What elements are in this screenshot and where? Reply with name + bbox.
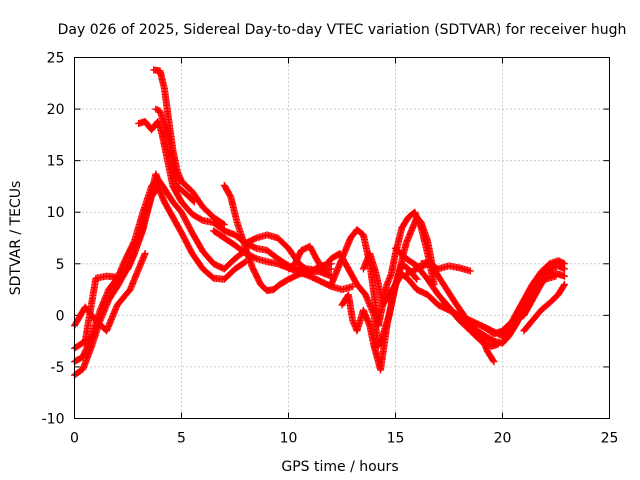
y-tick-label: 0	[56, 308, 65, 324]
series-trace-7	[152, 105, 198, 206]
y-tick-label: -10	[42, 412, 65, 428]
series-trace-3	[71, 170, 164, 352]
series-trace-21	[520, 280, 569, 335]
y-tick-label: 25	[47, 51, 65, 67]
data-point-marker	[241, 259, 249, 267]
grid-lines	[74, 57, 610, 419]
data-point-marker	[552, 272, 560, 280]
data-series	[71, 66, 569, 379]
x-tick-label: 10	[280, 431, 298, 447]
x-tick-label: 0	[70, 431, 79, 447]
data-point-marker	[190, 198, 198, 206]
data-point-marker	[413, 275, 421, 283]
y-tick-label: 5	[56, 257, 65, 273]
data-point-marker	[561, 280, 569, 288]
plot-frame	[74, 57, 610, 419]
data-point-marker	[412, 274, 420, 282]
data-point-marker	[466, 267, 474, 275]
y-tick-label: 15	[47, 154, 65, 170]
x-tick-label: 25	[601, 431, 619, 447]
y-tick-label: 20	[47, 102, 65, 118]
x-tick-label: 15	[387, 431, 405, 447]
data-point-marker	[220, 221, 228, 229]
y-axis-label: SDTVAR / TECUs	[8, 181, 24, 296]
data-point-marker	[327, 265, 335, 273]
data-point-marker	[489, 356, 497, 364]
series-trace-22	[481, 272, 560, 338]
axis-ticks	[74, 57, 610, 419]
data-point-marker	[156, 182, 164, 190]
data-point-marker	[561, 272, 569, 280]
data-point-marker	[561, 260, 569, 268]
series-trace-14	[359, 249, 496, 335]
data-point-marker	[560, 282, 568, 290]
tick-labels: 0 5 10 15 20 25 -10 -5 0 5 10 15 20 25	[42, 51, 619, 447]
x-tick-label: 20	[494, 431, 512, 447]
data-point-marker	[490, 358, 498, 366]
y-tick-label: -5	[51, 360, 65, 376]
data-point-marker	[219, 220, 227, 228]
data-point-marker	[349, 282, 357, 290]
data-point-marker	[189, 197, 197, 205]
data-point-marker	[141, 249, 149, 257]
y-tick-label: 10	[47, 205, 65, 221]
x-axis-label: GPS time / hours	[281, 459, 398, 475]
chart-title: Day 026 of 2025, Sidereal Day-to-day VTE…	[58, 22, 627, 38]
x-tick-label: 5	[177, 431, 186, 447]
